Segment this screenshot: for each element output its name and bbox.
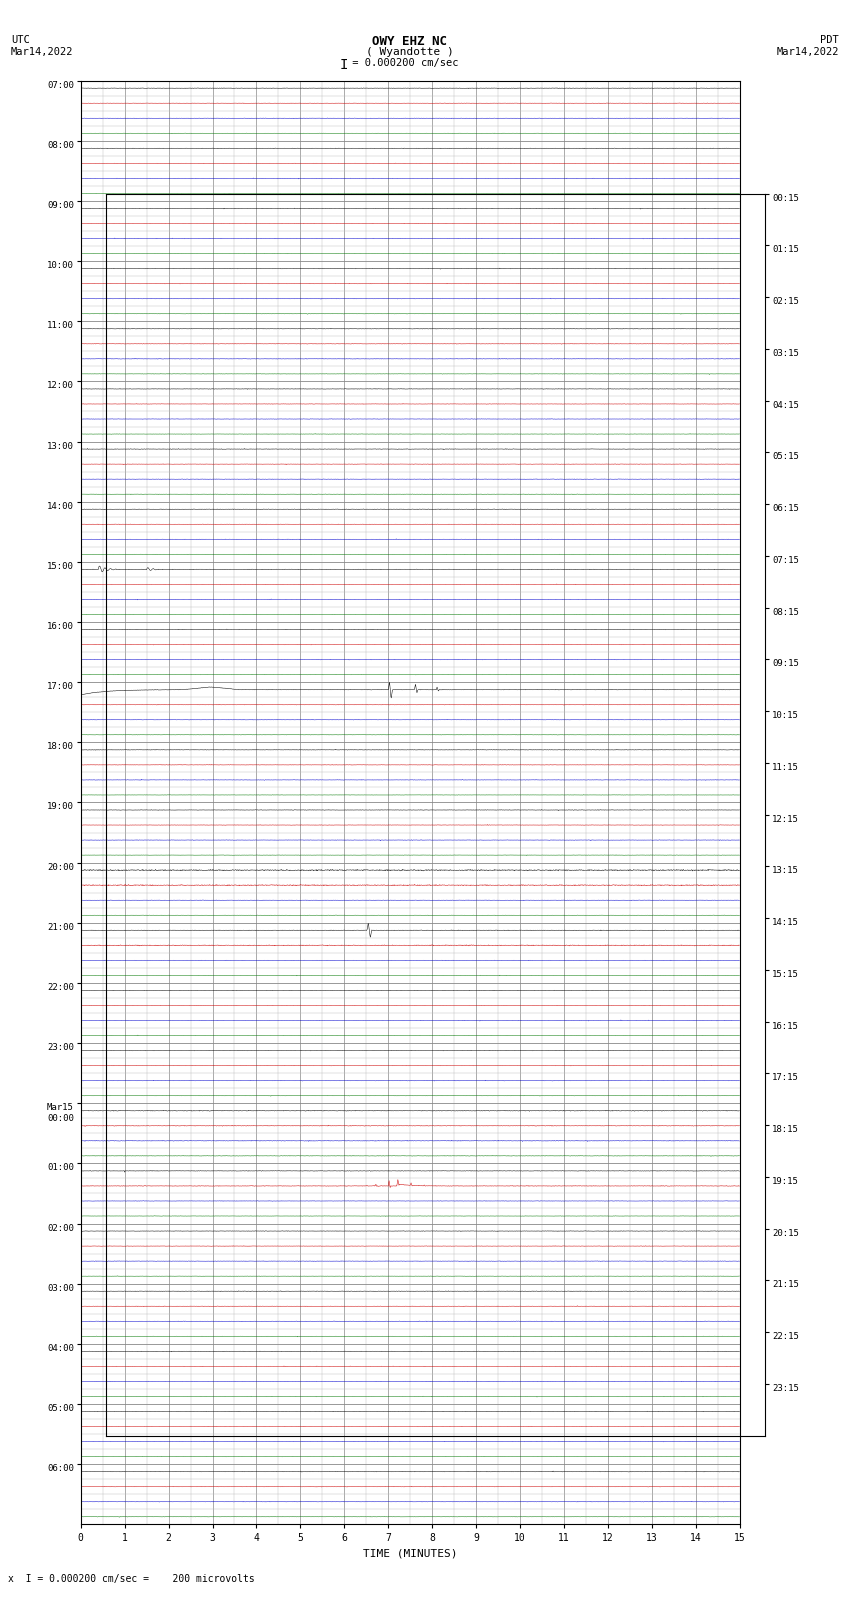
Text: x  I = 0.000200 cm/sec =    200 microvolts: x I = 0.000200 cm/sec = 200 microvolts xyxy=(8,1574,255,1584)
Text: UTC: UTC xyxy=(11,35,30,45)
Text: PDT: PDT xyxy=(820,35,839,45)
Text: Mar14,2022: Mar14,2022 xyxy=(11,47,74,56)
Text: = 0.000200 cm/sec: = 0.000200 cm/sec xyxy=(346,58,458,68)
Text: Mar14,2022: Mar14,2022 xyxy=(776,47,839,56)
Text: OWY EHZ NC: OWY EHZ NC xyxy=(372,35,447,48)
X-axis label: TIME (MINUTES): TIME (MINUTES) xyxy=(388,1548,483,1558)
Text: ( Wyandotte ): ( Wyandotte ) xyxy=(366,47,454,56)
Text: I: I xyxy=(340,58,348,73)
